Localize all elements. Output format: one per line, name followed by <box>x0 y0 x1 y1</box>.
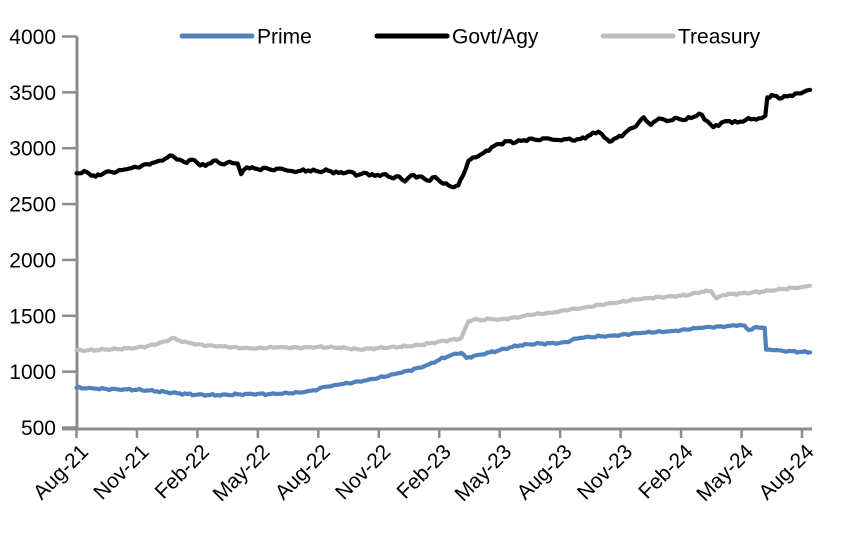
x-tick-label: Aug-22 <box>271 440 335 504</box>
legend-label-prime: Prime <box>257 26 312 49</box>
series-line-prime <box>74 322 813 398</box>
y-tick-label: 2000 <box>9 249 56 272</box>
x-tick-label: May-22 <box>209 440 275 506</box>
y-tick-label: 500 <box>21 417 56 440</box>
y-tick-label: 3500 <box>9 82 56 105</box>
y-tick-label: 1500 <box>9 305 56 328</box>
x-tick-label: Feb-24 <box>634 440 698 504</box>
y-tick-label: 3000 <box>9 138 56 161</box>
legend-label-govt-agy: Govt/Agy <box>452 26 539 49</box>
x-tick-label: Feb-23 <box>392 440 455 503</box>
series-line-treasury <box>74 283 813 354</box>
x-tick-label: Nov-22 <box>331 440 395 504</box>
x-tick-label: May-23 <box>450 440 516 506</box>
x-tick-label: Feb-22 <box>151 440 214 503</box>
x-tick-label: Aug-23 <box>513 440 577 504</box>
y-tick-label: 1000 <box>9 361 56 384</box>
x-tick-label: Aug-24 <box>754 440 818 504</box>
y-tick-label: 4000 <box>9 26 56 49</box>
x-tick-label: Nov-23 <box>573 440 637 504</box>
x-tick-label: Nov-21 <box>89 440 153 504</box>
series-line-govt-agy <box>74 87 813 190</box>
y-tick-label: 2500 <box>9 194 56 217</box>
legend-label-treasury: Treasury <box>678 26 761 49</box>
x-tick-label: Aug-21 <box>29 440 93 504</box>
x-tick-label: May-24 <box>692 440 758 506</box>
